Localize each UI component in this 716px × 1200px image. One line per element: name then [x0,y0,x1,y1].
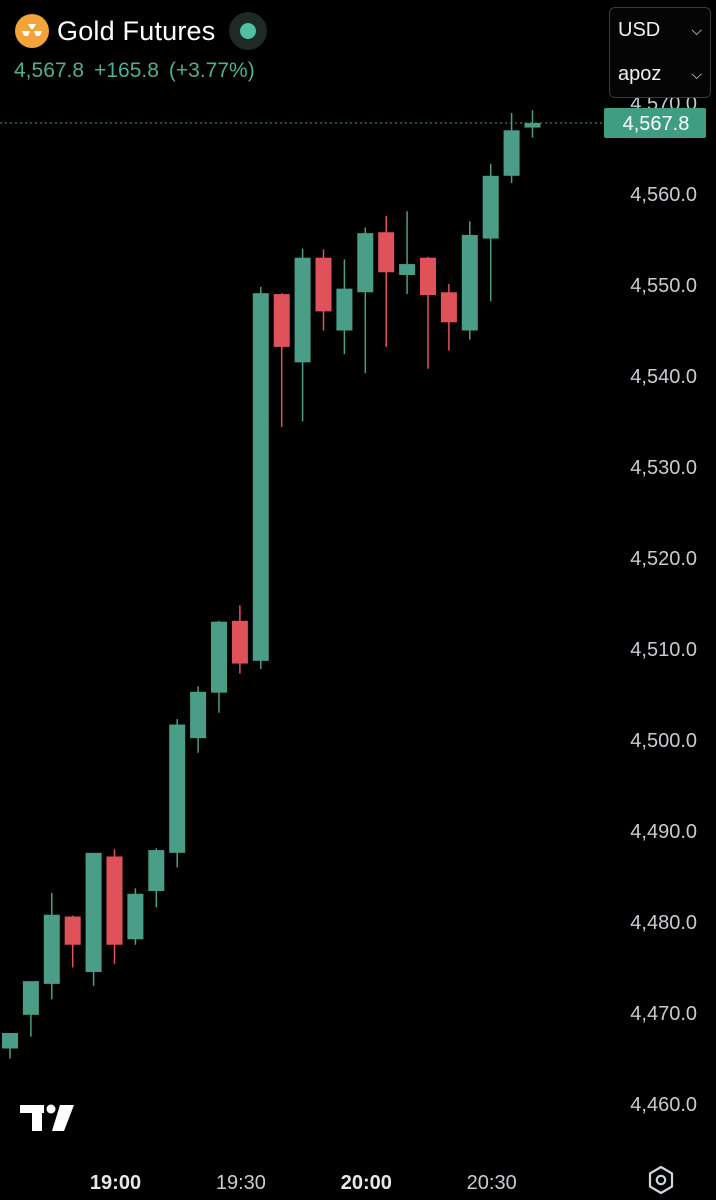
x-tick-label: 20:30 [467,1172,517,1194]
y-tick-label: 4,460.0 [630,1094,697,1116]
x-tick-label: 20:00 [341,1172,392,1194]
currency-value: USD [618,18,661,41]
candle-body [440,292,457,323]
candle [169,719,186,868]
y-tick-label: 4,540.0 [630,366,697,388]
candle-body [503,130,520,176]
y-tick-label: 4,470.0 [630,1003,697,1025]
time-axis[interactable]: 19:00 19:30 20:00 20:30 [90,1172,517,1194]
candle [503,113,520,184]
candle [252,286,269,670]
candle-body [461,234,478,331]
market-status-dot [240,23,257,39]
candle-body [43,914,60,984]
candle [43,892,60,1000]
candle [2,1033,18,1059]
candle [106,849,123,964]
candle-body [294,257,311,363]
candle [190,686,207,753]
candle-body [336,288,353,331]
candle-body [231,620,248,664]
y-tick-label: 4,550.0 [630,275,697,297]
candle [22,981,39,1037]
candle-body [190,691,207,739]
candle-body [252,293,269,661]
candle [420,256,436,369]
symbol-title[interactable]: Gold Futures [57,15,216,46]
candle-body [106,856,123,945]
x-tick-label: 19:00 [90,1172,141,1194]
current-price-tag-bg [604,108,706,139]
market-status-icon[interactable] [229,12,268,50]
candle-body [315,257,332,312]
candle [148,848,165,908]
candle [211,620,227,713]
x-tick-label: 19:30 [216,1172,266,1194]
candle [357,227,374,374]
candle-body [85,852,102,973]
chart-controls: USD ⌵ apoz ⌵ [609,7,711,98]
current-price-tag: 4,567.8 [604,108,706,139]
candle-body [357,233,374,293]
y-tick-label: 4,510.0 [630,639,697,661]
candle [273,293,290,427]
current-price-tag-label: 4,567.8 [623,113,690,135]
last-price: 4,567.8 [14,59,85,82]
price-change: +165.8 [94,59,159,82]
candles-layer [2,110,541,1059]
candle [399,211,416,295]
tradingview-logo-icon[interactable] [20,1102,76,1137]
candle [64,915,81,968]
y-tick-label: 4,530.0 [630,457,697,479]
chevron-down-icon: ⌵ [691,21,702,38]
candle [336,259,353,355]
candle-body [211,621,227,693]
y-tick-label: 4,480.0 [630,912,697,934]
candle-body [420,257,436,296]
candle [231,605,248,674]
price-change-percent: (+3.77%) [168,59,255,82]
unit-select[interactable]: apoz ⌵ [610,52,710,96]
y-tick-label: 4,500.0 [630,730,697,752]
candle-body [64,916,81,945]
candle-body [524,123,541,128]
candle [461,221,478,340]
candle-body [482,175,499,239]
candle [315,249,332,331]
settings-icon[interactable] [647,1165,675,1200]
y-tick-label: 4,560.0 [630,184,697,206]
candle [127,888,144,945]
candle [482,163,499,302]
gold-icon [15,14,49,48]
price-row: 4,567.8 +165.8 (+3.77%) [14,59,267,83]
candle [294,248,311,422]
candle [85,852,102,986]
currency-select[interactable]: USD ⌵ [610,8,710,52]
candle-body [2,1033,18,1049]
title-row: Gold Futures [14,12,268,50]
y-tick-label: 4,490.0 [630,821,697,843]
price-axis[interactable]: 4,460.0 4,470.0 4,480.0 4,490.0 4,500.0 4,510… [630,93,697,1116]
candle [524,110,541,138]
unit-value: apoz [618,62,662,85]
candle [378,215,395,347]
candle-body [169,724,186,853]
chevron-down-icon: ⌵ [691,65,702,82]
symbol-header: Gold Futures 4,567.8 +165.8 (+3.77%) [14,12,268,83]
candle-body [273,294,290,347]
candle-body [378,232,395,273]
candle-body [399,264,416,275]
candle-body [148,850,165,892]
y-tick-label: 4,520.0 [630,548,697,570]
candle-body [127,893,144,940]
candle [440,284,457,351]
candle-body [22,981,39,1015]
